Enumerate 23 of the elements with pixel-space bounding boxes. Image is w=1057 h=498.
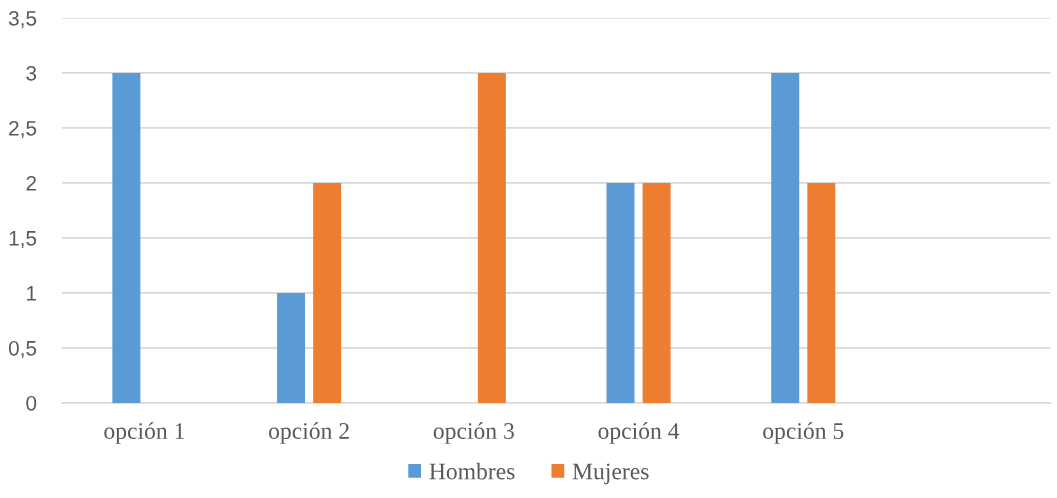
bar bbox=[477, 72, 506, 403]
bar bbox=[112, 72, 141, 403]
bar bbox=[313, 182, 342, 403]
y-tick-label: 0 bbox=[26, 395, 37, 411]
x-tick-label: opción 1 bbox=[104, 422, 184, 444]
x-tick-label: opción 4 bbox=[598, 422, 680, 444]
y-tick-label: 0,5 bbox=[8, 340, 37, 359]
bar bbox=[277, 292, 306, 403]
legend-label: Hombres bbox=[429, 462, 515, 480]
y-tick-label: 1,5 bbox=[9, 231, 37, 249]
x-tick-label: opción 2 bbox=[269, 422, 349, 444]
legend-label: Mujeres bbox=[572, 463, 649, 485]
y-tick-label: 2,5 bbox=[9, 120, 37, 139]
y-tick-label: 1 bbox=[27, 286, 37, 301]
bar bbox=[606, 182, 635, 403]
x-tick-label: opción 5 bbox=[763, 422, 844, 444]
bar bbox=[642, 182, 671, 403]
y-tick-label: 2 bbox=[26, 175, 36, 191]
bar bbox=[807, 182, 836, 403]
y-tick-label: 3 bbox=[26, 65, 37, 81]
x-tick-label: opción 3 bbox=[433, 422, 514, 444]
bar bbox=[771, 72, 800, 403]
y-tick-label: 3,5 bbox=[8, 10, 37, 29]
